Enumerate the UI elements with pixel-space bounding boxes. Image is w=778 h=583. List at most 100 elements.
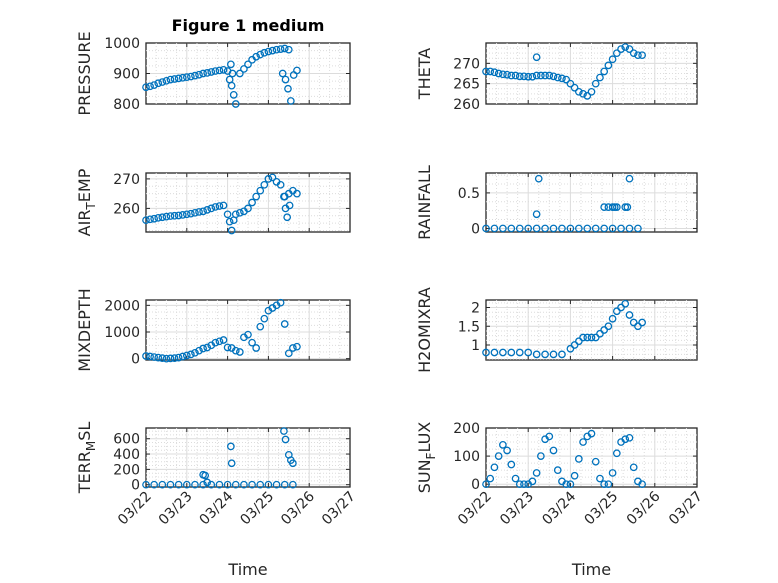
data-point [170,75,179,83]
data-point [223,480,232,489]
y-axis-label: THETA [415,48,434,100]
data-point [503,446,511,455]
data-point [280,427,288,435]
data-point [623,203,632,211]
data-point [264,175,273,183]
data-point [537,71,545,80]
data-point [600,224,609,233]
axes-mixdepth: 0 1000 2000 MIXDEPTH [75,288,351,372]
data-point [158,480,167,489]
axes-sunflux: 0 100 200 03/22 03/23 03/24 03/25 03/26 03/27 Tim… [415,421,706,579]
data-point [278,69,287,78]
data-point [199,480,207,489]
data-point [199,344,207,353]
data-point [158,354,167,362]
data-point [281,75,290,84]
data-point [499,70,507,79]
data-point [574,87,583,96]
data-point [600,67,609,76]
y-tick-label: 270 [113,172,140,188]
data-point [486,67,495,76]
data-point [566,79,575,88]
data-point [154,213,163,222]
data-point [528,477,537,486]
data-point [235,348,244,356]
data-point [289,459,297,468]
data-point [570,83,579,92]
y-tick-label: 2 [471,301,480,317]
data-point [579,438,587,446]
data-point [532,469,541,477]
data-point [596,474,604,483]
data-point [284,349,293,358]
data-point [634,51,642,60]
data-point [617,224,625,233]
data-point [558,74,566,83]
data-point [207,480,216,489]
data-point [162,212,171,221]
data-point [574,224,583,233]
data-point [591,457,600,466]
data-point [612,449,621,458]
data-point [499,224,507,233]
data-point [549,224,558,233]
y-axis-label: PRESSURE [75,31,94,115]
data-point [223,343,232,352]
data-point [482,224,490,233]
data-point [285,201,294,210]
data-point [625,224,634,233]
y-tick-label: 900 [113,67,140,83]
data-point [520,480,528,489]
data-point [537,452,545,460]
data-point [231,100,240,108]
data-point [558,224,566,233]
data-point [182,210,191,219]
x-tick-label: 03/27 [319,489,359,529]
data-point [178,73,187,82]
data-point [625,433,634,442]
data-point [541,350,549,359]
data-point [252,192,261,201]
data-point [158,78,167,86]
data-point [268,46,277,55]
data-point [566,224,575,233]
data-point [608,55,617,64]
y-tick-label: 2000 [104,298,140,314]
data-point [293,342,301,351]
data-point [587,429,596,438]
data-point [629,318,638,327]
x-tick-label: 03/25 [582,489,622,529]
axes-h2omixra: 1 1.5 2 H2OMIXRA [415,287,698,373]
y-tick-label: 1000 [104,36,140,52]
series-pressure [142,44,301,108]
data-point [256,186,265,195]
data-point [187,209,195,218]
x-tick-label: 03/25 [237,489,277,529]
data-point [174,353,183,362]
data-point [211,67,220,75]
data-point [596,329,604,338]
data-point [507,71,516,80]
data-point [591,333,600,342]
data-point [541,71,549,80]
y-tick-label: 1000 [104,325,140,341]
data-point [235,69,244,78]
x-tick-label: 03/24 [539,488,579,528]
data-point [199,207,207,216]
data-point [600,326,609,334]
data-point [515,480,524,489]
data-point [612,307,621,316]
data-point [178,211,187,219]
y-tick-label: 600 [113,432,140,448]
data-point [187,350,195,359]
y-tick-label: 0 [471,477,480,493]
data-point [494,69,503,78]
data-point [276,298,285,307]
data-point [268,173,277,182]
data-point [490,68,499,77]
data-point [219,336,228,344]
data-point [195,208,203,216]
y-tick-label: 265 [453,77,480,93]
